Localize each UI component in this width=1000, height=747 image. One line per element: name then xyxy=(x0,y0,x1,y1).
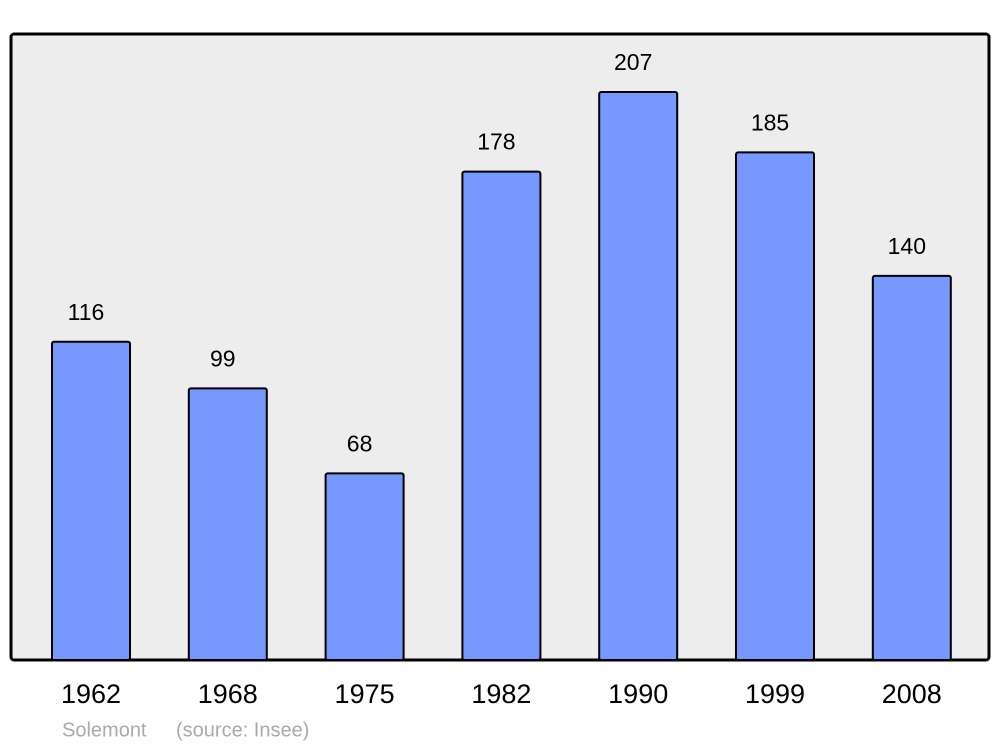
value-label: 207 xyxy=(614,49,652,75)
x-tick-label: 1982 xyxy=(471,679,531,709)
x-tick-label: 1999 xyxy=(745,679,805,709)
value-label: 116 xyxy=(68,299,105,325)
bar xyxy=(461,170,542,661)
value-label: 178 xyxy=(477,129,515,155)
bar xyxy=(598,91,679,661)
bar xyxy=(324,472,405,661)
x-tick-label: 2008 xyxy=(882,679,942,709)
x-tick-label: 1962 xyxy=(61,679,121,709)
bar xyxy=(871,274,952,661)
place-name: Solemont xyxy=(62,719,147,741)
value-label: 99 xyxy=(210,345,236,371)
bar xyxy=(187,387,268,661)
value-label: 68 xyxy=(347,430,373,456)
source-note: (source: Insee) xyxy=(176,719,309,741)
x-tick-label: 1968 xyxy=(198,679,258,709)
bar xyxy=(735,151,815,661)
value-label: 140 xyxy=(888,233,926,259)
x-tick-label: 1975 xyxy=(335,679,395,709)
value-label: 185 xyxy=(751,109,789,135)
x-tick-label: 1990 xyxy=(608,679,668,709)
bar xyxy=(51,340,131,661)
